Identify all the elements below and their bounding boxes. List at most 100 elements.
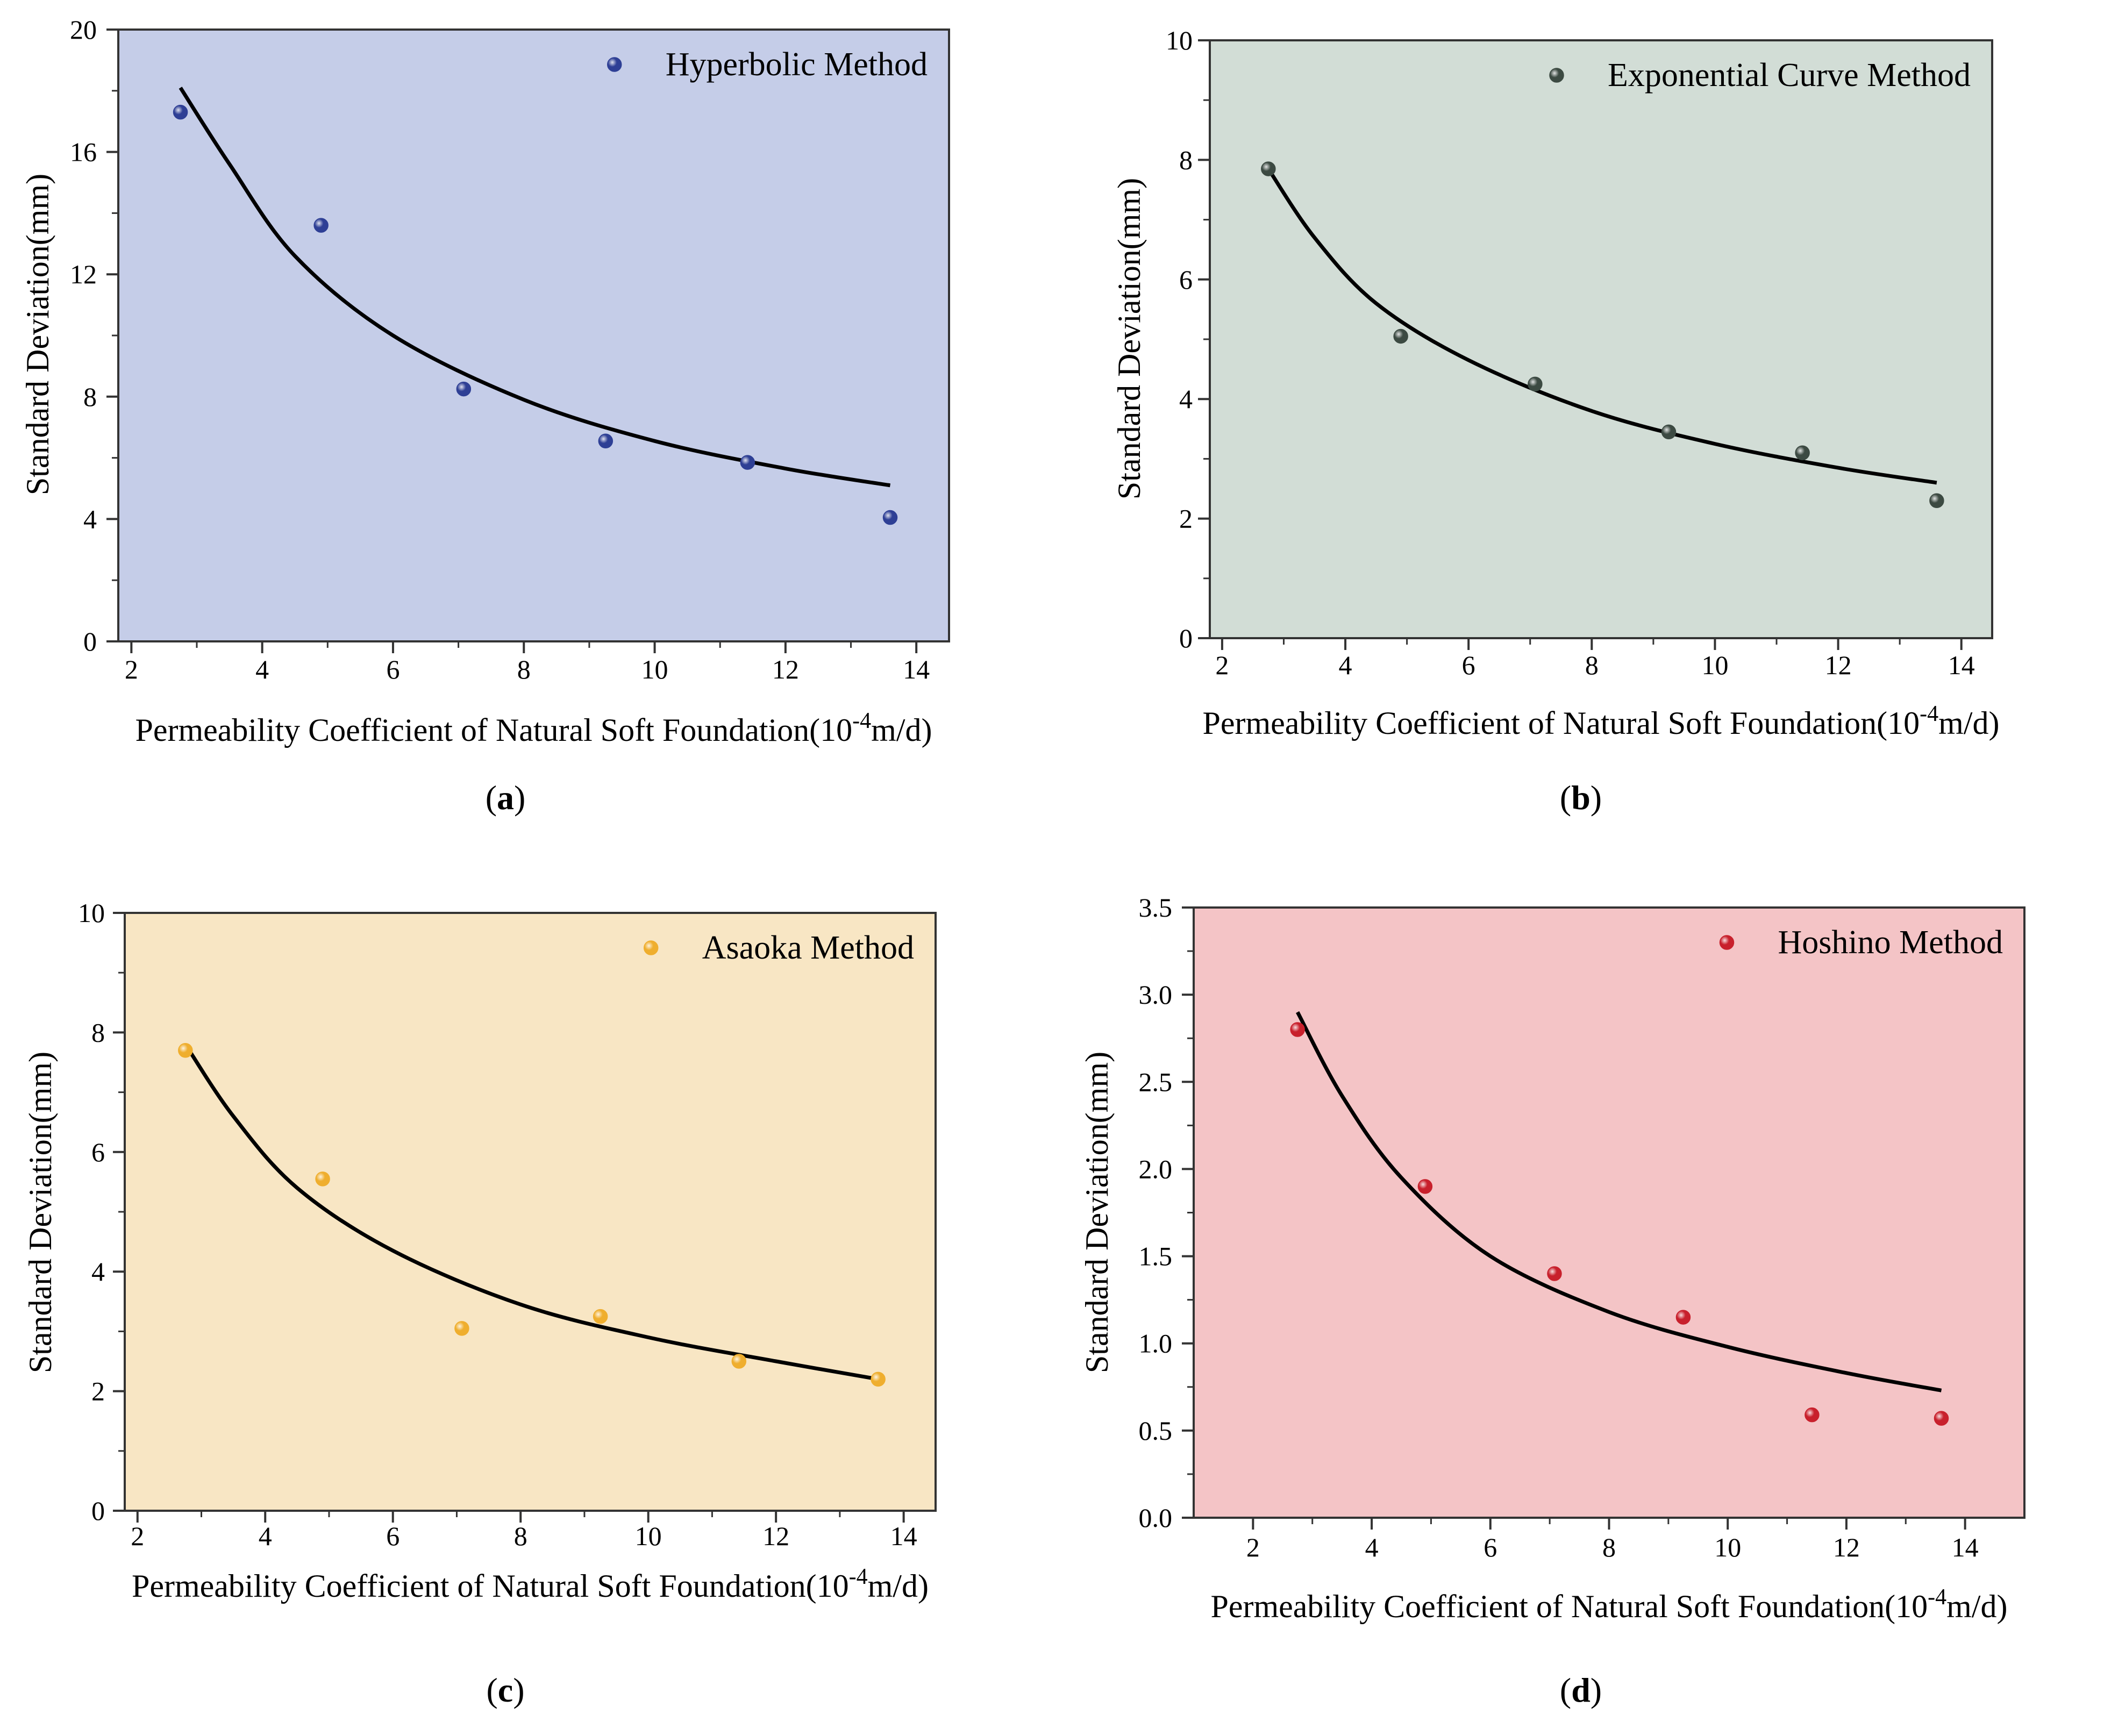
y-tick-label: 16	[70, 137, 97, 167]
data-point	[1675, 1310, 1691, 1325]
y-tick-label: 8	[1179, 145, 1193, 175]
y-tick-label: 2	[91, 1376, 105, 1406]
x-tick-label: 10	[635, 1521, 662, 1551]
y-tick-label: 2.5	[1139, 1067, 1173, 1097]
y-tick-label: 8	[83, 382, 97, 412]
legend-marker	[1549, 68, 1564, 83]
x-tick-label: 8	[517, 654, 531, 684]
legend-marker	[643, 940, 659, 955]
fit-curve	[1296, 1011, 1942, 1392]
legend-label: Hyperbolic Method	[666, 46, 928, 83]
legend-label: Asaoka Method	[702, 930, 914, 966]
panel-caption: (b)	[1560, 778, 1602, 817]
data-point	[882, 510, 898, 525]
x-axis-title-superscript: -4	[1920, 702, 1938, 726]
data-point	[740, 455, 755, 470]
data-point	[1547, 1266, 1562, 1281]
caption-open: (	[1560, 1671, 1571, 1709]
y-tick-label: 12	[70, 259, 97, 289]
y-axis-title: Standard Deviation(mm)	[1111, 178, 1147, 499]
x-tick-label: 10	[1701, 650, 1728, 680]
caption-open: (	[486, 1671, 497, 1709]
x-tick-label: 8	[514, 1521, 527, 1551]
x-tick-label: 14	[1952, 1532, 1979, 1562]
caption-close: )	[1591, 1671, 1602, 1709]
data-point	[731, 1354, 747, 1369]
caption-close: )	[514, 778, 525, 817]
x-axis-title: Permeability Coefficient of Natural Soft…	[1211, 1585, 2008, 1624]
y-axis-title: Standard Deviation(mm)	[20, 174, 55, 495]
plot-background	[1210, 40, 1992, 638]
y-tick-label: 0.0	[1139, 1503, 1173, 1533]
fit-curve	[183, 1043, 879, 1381]
panel-d: 2 4 6 8 10 12 14 0.0 0.5 1.0 1.5 2.0 2.5 3.0 3.5 Permea…	[1079, 892, 2025, 1709]
x-tick-label: 6	[386, 654, 400, 684]
x-tick-label: 10	[641, 654, 668, 684]
x-tick-label: 6	[1462, 650, 1475, 680]
y-tick-label: 8	[91, 1017, 105, 1047]
x-tick-label: 14	[890, 1521, 917, 1551]
caption-letter: c	[498, 1671, 513, 1709]
x-axis-title-superscript: -4	[1928, 1585, 1946, 1610]
y-tick-label: 3.0	[1139, 980, 1173, 1010]
y-axis-title: Standard Deviation(mm)	[1079, 1052, 1115, 1373]
y-tick-label: 0.5	[1139, 1416, 1173, 1446]
x-axis-title: Permeability Coefficient of Natural Soft…	[135, 709, 932, 748]
fit-curve	[179, 87, 891, 488]
x-tick-label: 12	[1825, 650, 1852, 680]
x-tick-label: 14	[1948, 650, 1975, 680]
x-axis-title-unit: m/d)	[1938, 705, 1999, 741]
x-tick-label: 8	[1602, 1532, 1616, 1562]
y-tick-label: 4	[91, 1256, 105, 1287]
y-tick-label: 1.0	[1139, 1328, 1173, 1359]
x-axis-title-unit: m/d)	[1946, 1589, 2007, 1624]
data-point	[313, 218, 329, 233]
data-point	[1934, 1411, 1949, 1426]
y-tick-label: 2.0	[1139, 1154, 1173, 1184]
x-tick-label: 2	[1215, 650, 1229, 680]
x-axis-title-main: Permeability Coefficient of Natural Soft…	[1211, 1589, 1928, 1624]
legend-marker	[1719, 935, 1735, 950]
caption-letter: b	[1571, 778, 1591, 817]
data-point	[593, 1309, 608, 1324]
x-tick-label: 4	[259, 1521, 272, 1551]
y-tick-label: 0	[91, 1496, 105, 1526]
y-tick-label: 4	[1179, 384, 1193, 414]
x-tick-label: 4	[1339, 650, 1352, 680]
y-tick-label: 6	[91, 1137, 105, 1167]
y-tick-label: 3.5	[1139, 892, 1173, 923]
x-axis-title-superscript: -4	[849, 1564, 868, 1589]
y-tick-label: 20	[70, 15, 97, 45]
data-point	[1417, 1179, 1433, 1194]
data-point	[1261, 161, 1276, 176]
fit-curve	[1266, 168, 1937, 485]
data-point	[1393, 328, 1408, 344]
y-tick-label: 0	[1179, 623, 1193, 653]
x-tick-label: 2	[131, 1521, 144, 1551]
plot-background	[1194, 908, 2024, 1518]
x-axis-title-unit: m/d)	[868, 1568, 929, 1604]
y-tick-label: 2	[1179, 504, 1193, 534]
x-tick-label: 2	[125, 654, 138, 684]
plot-background	[125, 913, 936, 1511]
x-tick-label: 6	[1484, 1532, 1497, 1562]
y-tick-label: 4	[83, 504, 97, 534]
x-axis-title: Permeability Coefficient of Natural Soft…	[1203, 702, 2000, 741]
y-tick-label: 6	[1179, 265, 1193, 295]
data-point	[598, 433, 614, 449]
panel-caption: (d)	[1560, 1671, 1602, 1709]
panel-caption: (a)	[486, 778, 526, 817]
panel-a: 2 4 6 8 10 12 14 0 4 8 12 16 20 Permeability Coeffici…	[20, 15, 950, 817]
y-tick-label: 10	[1166, 25, 1193, 55]
data-point	[1795, 445, 1810, 461]
data-point	[454, 1321, 469, 1336]
legend-marker	[607, 57, 622, 72]
x-tick-label: 8	[1585, 650, 1599, 680]
legend-label: Hoshino Method	[1778, 924, 2003, 961]
data-point	[173, 104, 188, 120]
data-point	[871, 1371, 886, 1387]
y-tick-label: 1.5	[1139, 1241, 1173, 1271]
plot-background	[118, 30, 949, 641]
